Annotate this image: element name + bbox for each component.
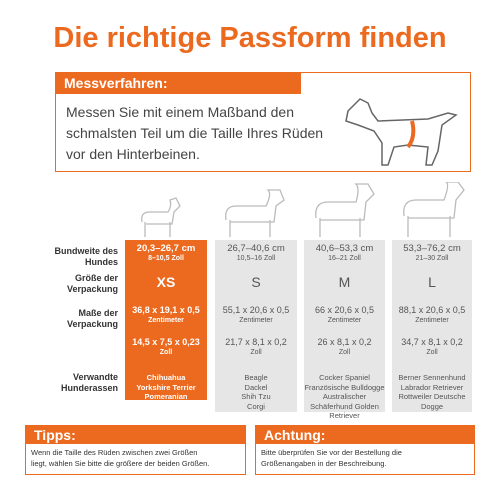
waist-inch: 10,5–16 Zoll: [236, 255, 276, 262]
breed: Französische Bulldogge: [304, 382, 385, 392]
dim-in-unit: Zoll: [250, 349, 262, 356]
warning-line: Bitte überprüfen Sie vor der Bestellung …: [261, 448, 402, 457]
size: XS: [156, 274, 176, 290]
dog-icons: [141, 182, 465, 237]
row-label: Hundes: [84, 257, 118, 267]
breed: Labrador Retriever: [400, 382, 464, 392]
tips-box: Tipps: Wenn die Taille des Rüden zwische…: [25, 425, 246, 475]
size-column: 53,3–76,2 cm 21–30 Zoll L 88,1 x 20,6 x 0,5…: [392, 240, 472, 412]
row-label: Hunderassen: [60, 383, 118, 393]
breed: Beagle: [244, 373, 268, 382]
dim-cm-unit: Zentimeter: [415, 317, 449, 324]
dim-cm: 88,1 x 20,6 x 0,5: [398, 305, 466, 315]
size: M: [338, 274, 351, 290]
row-label: Verwandte: [72, 372, 118, 382]
dim-cm-unit: Zentimeter: [239, 317, 273, 324]
breed: Shih Tzu: [241, 392, 271, 401]
breed: Dogge: [420, 401, 444, 411]
tips-line: Wenn die Taille des Rüden zwischen zwei …: [31, 448, 198, 457]
breed: Malteser: [150, 401, 182, 411]
waist-inch: 8–10,5 Zoll: [148, 255, 184, 262]
dim-cm: 36,8 x 19,1 x 0,5: [132, 305, 200, 315]
tips-text: Wenn die Taille des Rüden zwischen zwei …: [26, 444, 245, 469]
waist-inch: 21–30 Zoll: [415, 255, 449, 262]
waist-cm: 53,3–76,2 cm: [403, 243, 461, 254]
breed: Retriever: [329, 411, 360, 420]
dim-in-unit: Zoll: [338, 349, 351, 356]
breed: Rottweiler Deutsche: [398, 392, 466, 401]
waist-inch: 16–21 Zoll: [328, 255, 361, 262]
breed: Yorkshire Terrier: [136, 382, 196, 392]
tips-heading: Tipps:: [26, 426, 245, 444]
waist-cm: 26,7–40,6 cm: [227, 243, 285, 254]
dim-in: 14,5 x 7,5 x 0,23: [132, 337, 200, 347]
title: Die richtige Passform finden: [53, 22, 447, 54]
dim-cm-unit: Zentimeter: [148, 317, 184, 324]
row-label: Größe der: [74, 273, 118, 283]
dim-in-unit: Zoll: [159, 349, 173, 356]
method-line: vor den Hinterbeinen.: [66, 146, 200, 162]
breed: Corgi: [247, 401, 265, 411]
row-label: Verpackung: [66, 284, 118, 294]
warning-text: Bitte überprüfen Sie vor der Bestellung …: [256, 444, 474, 469]
method-box: Messverfahren: Messen Sie mit einem Maßb…: [55, 72, 471, 172]
waist-cm: 40,6–53,3 cm: [315, 243, 374, 254]
dim-in-unit: Zoll: [426, 349, 438, 356]
warning-heading: Achtung:: [256, 426, 474, 444]
breed: Australischer: [322, 392, 367, 401]
dim-cm-unit: Zentimeter: [327, 317, 362, 324]
warning-box: Achtung: Bitte überprüfen Sie vor der Be…: [255, 425, 475, 475]
row-label: Verpackung: [66, 319, 118, 329]
breed: Schäferhund Golden: [310, 401, 379, 411]
method-text: Messen Sie mit einem Maßband den schmals…: [56, 94, 470, 165]
row-label: Bundweite des: [54, 246, 118, 256]
size-column: 26,7–40,6 cm 10,5–16 Zoll S 55,1 x 20,6 x 0…: [215, 240, 297, 412]
tips-line: liegt, wählen Sie bitte die größere der …: [31, 459, 210, 468]
waist-cm: 20,3–26,7 cm: [136, 243, 196, 254]
method-line: schmalsten Teil um die Taille Ihres Rüde…: [66, 125, 324, 141]
dim-cm: 55,1 x 20,6 x 0,5: [222, 305, 290, 315]
breed: Chihuahua: [146, 373, 186, 382]
dim-in: 21,7 x 8,1 x 0,2: [225, 337, 287, 347]
size-column: 40,6–53,3 cm 16–21 Zoll M 66 x 20,6 x 0,5 Ze…: [304, 240, 385, 420]
size: L: [428, 274, 436, 290]
breed: Berner Sennenhund: [398, 373, 466, 382]
method-heading: Messverfahren:: [56, 73, 301, 94]
row-label: Maße der: [78, 308, 118, 318]
dog-illustration: [345, 98, 458, 166]
warning-line: Größenangaben in der Beschreibung.: [261, 459, 387, 468]
breed: Dackel: [244, 382, 268, 392]
size-column: 20,3–26,7 cm 8–10,5 Zoll XS 36,8 x 19,1 x 0…: [125, 240, 207, 411]
size: S: [251, 274, 261, 290]
breed: Pomeranian: [144, 392, 188, 401]
dim-in: 34,7 x 8,1 x 0,2: [401, 337, 463, 347]
breed: Cocker Spaniel: [319, 373, 370, 382]
dim-cm: 66 x 20,6 x 0,5: [314, 305, 375, 315]
method-line: Messen Sie mit einem Maßband den: [66, 104, 294, 120]
dim-in: 26 x 8,1 x 0,2: [317, 337, 372, 347]
